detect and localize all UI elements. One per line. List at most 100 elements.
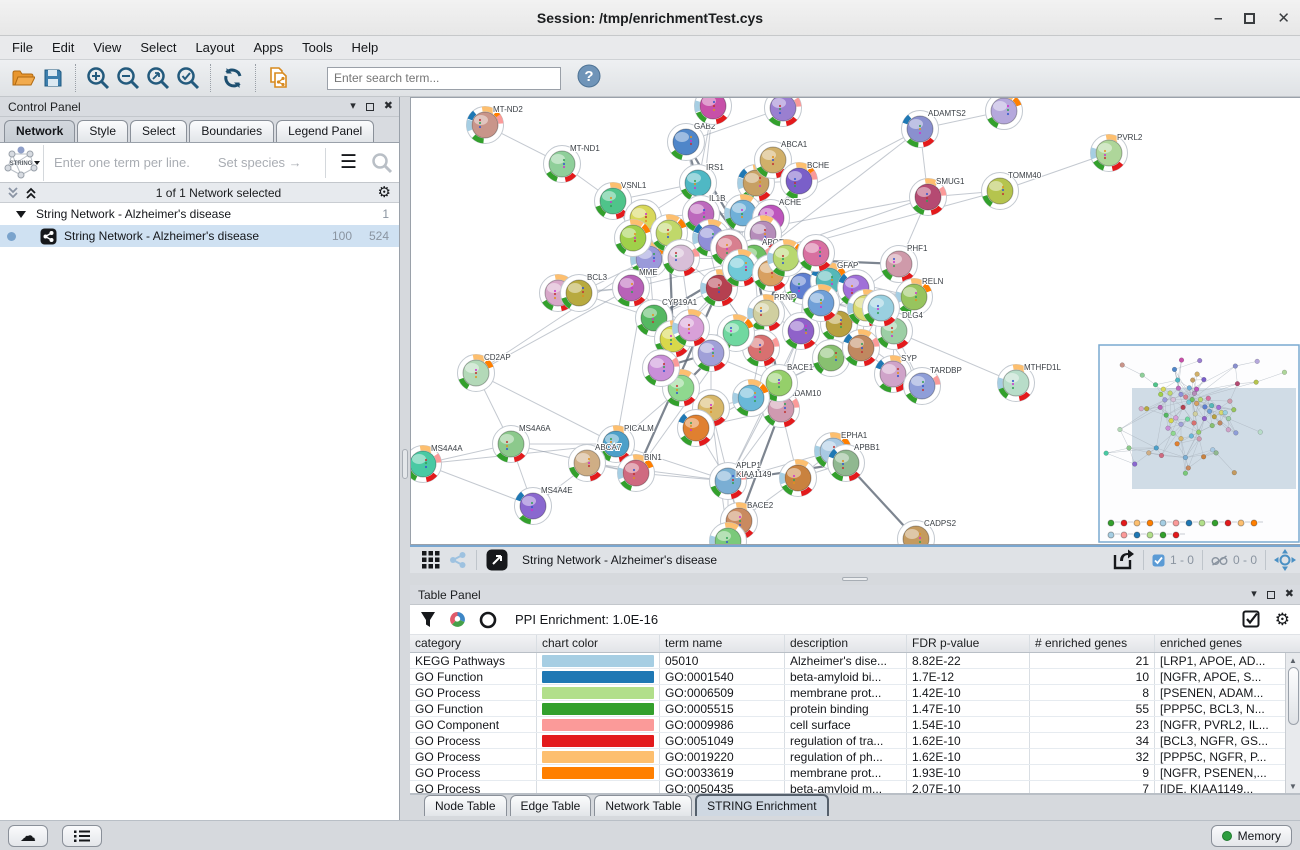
search-input[interactable] bbox=[327, 66, 561, 90]
column-header[interactable]: chart color bbox=[537, 635, 660, 652]
tab-boundaries[interactable]: Boundaries bbox=[189, 120, 275, 142]
enrichment-chart-icon[interactable] bbox=[448, 610, 467, 629]
protein-node[interactable]: ABCA7 bbox=[568, 442, 623, 482]
protein-node[interactable]: ADAMTS2 bbox=[901, 108, 967, 148]
protein-node[interactable] bbox=[709, 522, 747, 546]
protein-node[interactable]: MS4A4E bbox=[514, 485, 574, 525]
task-history-button[interactable] bbox=[62, 824, 102, 847]
protein-node[interactable]: IRS1 bbox=[679, 162, 725, 202]
protein-node[interactable] bbox=[862, 289, 900, 327]
menu-help[interactable]: Help bbox=[351, 40, 379, 55]
protein-node[interactable]: APBB1 bbox=[827, 442, 881, 482]
protein-node[interactable]: PVRL2 bbox=[1090, 132, 1144, 172]
menu-edit[interactable]: Edit bbox=[51, 40, 75, 55]
grid-view-icon[interactable] bbox=[422, 551, 440, 569]
protein-node[interactable]: SMUG1 bbox=[909, 176, 966, 216]
protein-node[interactable]: BIN1 bbox=[617, 452, 663, 492]
table-row[interactable]: GO Process GO:0050435 beta-amyloid m... 2.0… bbox=[410, 781, 1300, 793]
protein-node[interactable] bbox=[677, 409, 715, 447]
table-row[interactable]: KEGG Pathways 05010 Alzheimer's dise... 8.8… bbox=[410, 653, 1300, 669]
protein-node[interactable] bbox=[985, 98, 1023, 130]
table-row[interactable]: GO Process GO:0006509 membrane prot... 1.42… bbox=[410, 685, 1300, 701]
cloud-tasks-button[interactable]: ☁ bbox=[8, 824, 48, 847]
tree-expanded-icon[interactable] bbox=[16, 209, 26, 219]
table-row[interactable]: GO Function GO:0005515 protein binding 1.47… bbox=[410, 701, 1300, 717]
tab-legend-panel[interactable]: Legend Panel bbox=[276, 120, 375, 142]
enrichment-table[interactable]: category chart color term name description F… bbox=[410, 635, 1300, 793]
annotation-mode-button[interactable] bbox=[486, 549, 508, 571]
close-button[interactable]: ✕ bbox=[1277, 9, 1290, 27]
ring-chart-icon[interactable] bbox=[479, 611, 497, 629]
protein-node[interactable] bbox=[614, 219, 652, 257]
table-float-icon[interactable] bbox=[1266, 590, 1275, 599]
panel-menu-icon[interactable]: ▾ bbox=[350, 100, 356, 112]
network-canvas[interactable]: MT-ND2 MT-ND1 VSNL1 GAB2 ADAMTS2 PVRL2 TOMM40 S… bbox=[410, 97, 1300, 545]
tab-network-table[interactable]: Network Table bbox=[594, 795, 693, 816]
menu-view[interactable]: View bbox=[93, 40, 122, 55]
string-options-menu-icon[interactable]: ☰ bbox=[339, 152, 357, 173]
menu-apps[interactable]: Apps bbox=[253, 40, 284, 55]
protein-node[interactable]: BCL3 bbox=[560, 272, 609, 312]
protein-node[interactable]: BACE1 bbox=[760, 362, 815, 402]
table-row[interactable]: GO Function GO:0001540 beta-amyloid bi... 1… bbox=[410, 669, 1300, 685]
float-panel-icon[interactable] bbox=[365, 102, 374, 111]
network-row[interactable]: String Network - Alzheimer's disease 100… bbox=[0, 225, 399, 247]
scroll-thumb[interactable] bbox=[1287, 667, 1299, 725]
protein-node[interactable]: MT-ND1 bbox=[543, 143, 601, 183]
table-settings-gear-icon[interactable]: ⚙ bbox=[1274, 610, 1290, 629]
save-session-button[interactable] bbox=[38, 63, 68, 93]
protein-node[interactable]: PICALM bbox=[597, 423, 655, 463]
table-vscrollbar[interactable]: ▲ ▼ bbox=[1285, 653, 1300, 793]
column-header[interactable]: enriched genes bbox=[1160, 636, 1243, 650]
column-header[interactable]: # enriched genes bbox=[1030, 635, 1155, 652]
zoom-selected-button[interactable] bbox=[173, 63, 203, 93]
horizontal-splitter[interactable] bbox=[410, 573, 1300, 585]
set-species-hint[interactable]: Set species → bbox=[217, 155, 302, 170]
column-header[interactable]: description bbox=[785, 635, 907, 652]
tab-select[interactable]: Select bbox=[130, 120, 188, 142]
h-splitter-grip[interactable] bbox=[842, 577, 868, 581]
string-protein-query-selector[interactable]: STRING bbox=[0, 144, 44, 181]
vertical-splitter[interactable] bbox=[400, 97, 410, 820]
column-header[interactable]: FDR p-value bbox=[907, 635, 1030, 652]
protein-node[interactable] bbox=[812, 339, 850, 377]
menu-select[interactable]: Select bbox=[140, 40, 177, 55]
tab-string-enrichment[interactable]: STRING Enrichment bbox=[695, 794, 829, 816]
tab-node-table[interactable]: Node Table bbox=[424, 795, 507, 816]
protein-node[interactable]: MME bbox=[612, 267, 659, 307]
zoom-in-button[interactable] bbox=[83, 63, 113, 93]
column-header[interactable]: term name bbox=[660, 635, 785, 652]
network-collection-row[interactable]: String Network - Alzheimer's disease 1 bbox=[0, 203, 399, 225]
table-row[interactable]: GO Process GO:0019220 regulation of ph... 1… bbox=[410, 749, 1300, 765]
protein-node[interactable] bbox=[732, 379, 770, 417]
protein-node[interactable]: CD2AP bbox=[457, 352, 512, 392]
scroll-down-icon[interactable]: ▼ bbox=[1289, 781, 1297, 791]
protein-node[interactable] bbox=[782, 312, 820, 350]
string-search-icon[interactable] bbox=[371, 152, 393, 174]
open-session-button[interactable] bbox=[8, 63, 38, 93]
table-close-icon[interactable]: ✖ bbox=[1284, 588, 1294, 600]
protein-node[interactable]: CADPS2 bbox=[897, 518, 958, 545]
scroll-up-icon[interactable]: ▲ bbox=[1289, 655, 1297, 665]
string-query-placeholder[interactable]: Enter one term per line. bbox=[54, 155, 190, 170]
filter-funnel-icon[interactable] bbox=[420, 611, 436, 629]
protein-node[interactable]: PHF1 bbox=[880, 243, 929, 283]
protein-node[interactable] bbox=[642, 349, 680, 387]
share-network-icon[interactable] bbox=[449, 551, 467, 569]
protein-node[interactable] bbox=[767, 239, 805, 277]
tab-edge-table[interactable]: Edge Table bbox=[509, 795, 592, 816]
protein-node[interactable]: ABCA1 bbox=[754, 139, 809, 179]
menu-file[interactable]: File bbox=[12, 40, 33, 55]
birdseye-view[interactable] bbox=[1098, 344, 1300, 543]
column-header[interactable]: category bbox=[410, 635, 537, 652]
expand-all-icon[interactable] bbox=[6, 186, 20, 200]
tab-network[interactable]: Network bbox=[4, 120, 76, 142]
menu-layout[interactable]: Layout bbox=[195, 40, 235, 55]
protein-node[interactable]: SYP bbox=[874, 353, 918, 393]
protein-node[interactable]: BCHE bbox=[780, 160, 830, 200]
pan-move-icon[interactable] bbox=[1274, 549, 1296, 571]
network-options-gear-icon[interactable]: ⚙ bbox=[377, 184, 391, 201]
protein-node[interactable] bbox=[692, 334, 730, 372]
splitter-grip[interactable] bbox=[402, 449, 408, 479]
